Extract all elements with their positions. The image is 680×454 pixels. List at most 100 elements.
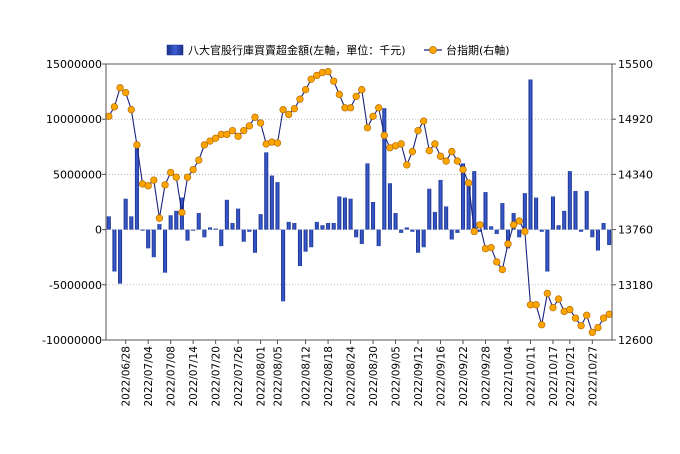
bar [185, 229, 190, 241]
line-point [178, 208, 186, 217]
line-point [167, 168, 175, 177]
bar [202, 229, 207, 238]
right-tick-label: 12600 [618, 334, 653, 347]
line-point [470, 227, 478, 236]
line-point [521, 227, 529, 236]
line-point [358, 86, 366, 94]
x-tick-label: 2022/10/27 [587, 346, 599, 407]
bar [477, 229, 482, 232]
bar [449, 229, 454, 240]
bar [382, 108, 387, 230]
bar [416, 229, 421, 253]
bar [281, 229, 286, 302]
bar [460, 163, 466, 230]
bar [354, 229, 359, 238]
left-tick-label: -10000000 [42, 334, 102, 347]
bar [196, 213, 201, 230]
grid [106, 118, 612, 286]
line-point [155, 214, 164, 222]
x-tick-label: 2022/10/11 [525, 346, 537, 407]
line-point [566, 305, 574, 314]
bar [505, 229, 511, 249]
line-point [543, 289, 551, 298]
line-point [133, 141, 141, 149]
bar [489, 226, 494, 230]
line-point [538, 321, 546, 329]
left-tick-label: 10000000 [46, 113, 102, 126]
bar [410, 229, 415, 232]
line-point [425, 146, 433, 155]
left-tick-label: 5000000 [53, 168, 102, 181]
bar [331, 222, 336, 230]
line-point [571, 314, 580, 322]
x-tick-label: 2022/10/21 [565, 346, 577, 407]
x-tick-label: 2022/06/28 [121, 346, 133, 407]
bar [567, 171, 572, 230]
bar [556, 225, 561, 230]
bar [151, 229, 156, 258]
bar [241, 229, 246, 242]
bar [207, 227, 213, 230]
line-point [594, 323, 602, 332]
line-point [420, 117, 428, 125]
bar [146, 229, 151, 249]
x-tick-label: 2022/09/22 [458, 346, 470, 407]
bar-series [106, 79, 612, 302]
x-tick-label: 2022/08/24 [346, 346, 358, 407]
right-axis: 15500 14920 14340 13760 13180 12600 [612, 58, 653, 347]
bar [517, 229, 522, 238]
line-point [380, 131, 388, 140]
line-point [150, 176, 158, 184]
line-point [493, 258, 501, 266]
bar [562, 210, 567, 230]
bar [550, 196, 555, 230]
left-tick-label: 0 [95, 224, 102, 237]
line-point [599, 314, 608, 322]
bar [472, 171, 477, 230]
left-axis: 15000000 10000000 5000000 0 -5000000 -1000000… [42, 58, 106, 347]
line-point [116, 84, 124, 92]
line-point [324, 67, 332, 76]
legend: 八大官股行庫買賣超金額(左軸，單位：千元) 台指期(右軸) [166, 43, 510, 57]
x-tick-label: 2022/09/16 [436, 346, 448, 407]
bar [123, 198, 128, 230]
bar [252, 229, 258, 253]
line-point [476, 221, 484, 229]
line-point [515, 217, 523, 225]
line-point [195, 156, 203, 164]
bar [118, 229, 123, 284]
line-point [375, 104, 383, 112]
x-tick-label: 2022/09/12 [413, 346, 425, 407]
bar [213, 228, 218, 230]
x-tick-label: 2022/07/08 [166, 346, 178, 407]
x-tick-label: 2022/08/05 [272, 346, 284, 407]
bar [269, 175, 274, 230]
bar [607, 229, 612, 246]
bar [224, 199, 229, 230]
bar [275, 182, 280, 230]
right-tick-label: 14920 [618, 113, 653, 126]
bar [455, 229, 460, 233]
bar [466, 185, 471, 230]
line-point [498, 265, 507, 274]
line-point [459, 165, 467, 174]
line-point [285, 110, 293, 119]
bar [236, 208, 241, 230]
plot-border [105, 63, 613, 341]
bar [157, 224, 162, 230]
x-tick-label: 2022/07/04 [143, 346, 155, 407]
bar [376, 229, 381, 247]
bar [444, 206, 449, 230]
bar [590, 229, 595, 238]
line-point [577, 322, 585, 330]
line-point [330, 77, 338, 85]
line-point [414, 126, 422, 135]
line-point [172, 173, 180, 181]
x-tick-label: 2022/10/04 [503, 346, 515, 407]
bar [337, 196, 342, 230]
bar [348, 198, 353, 230]
bar [342, 197, 347, 230]
line-point [251, 113, 259, 121]
